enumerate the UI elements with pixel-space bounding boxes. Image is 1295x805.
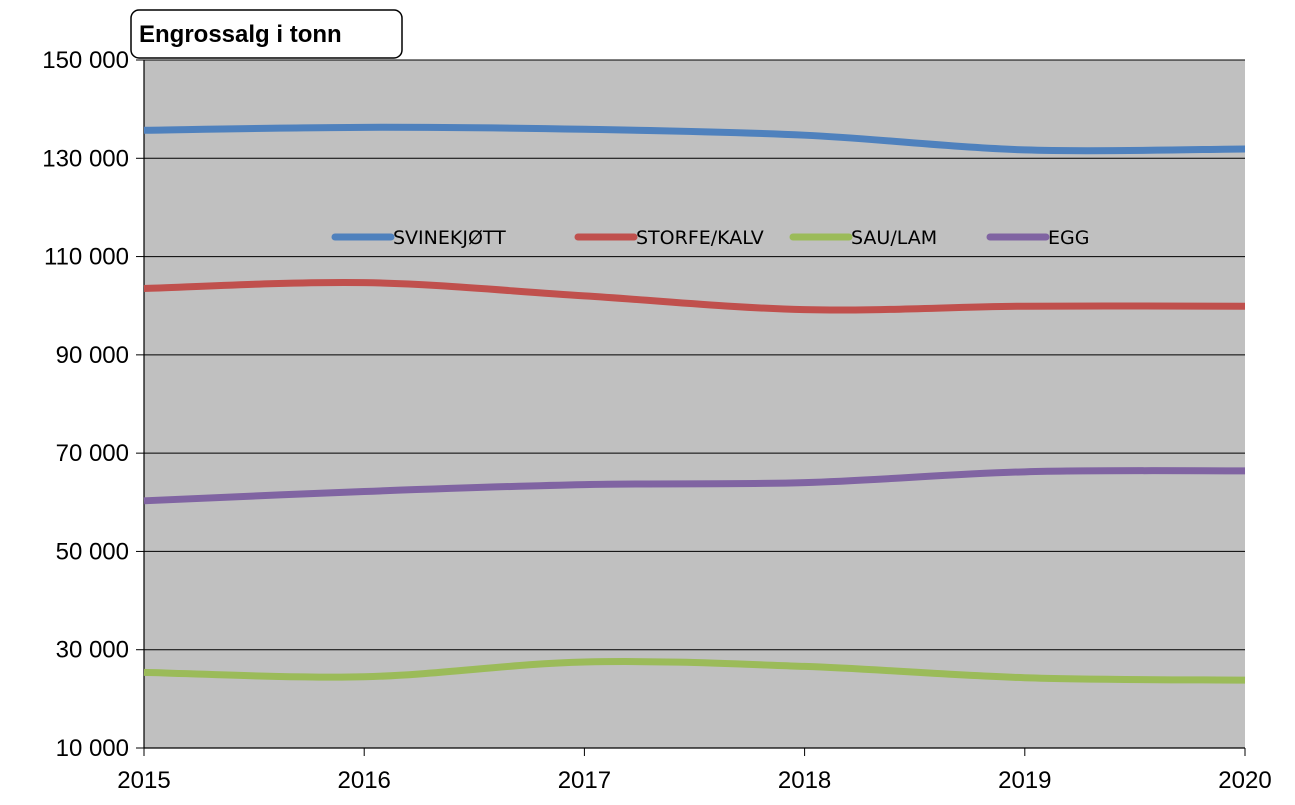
legend-label: STORFE/KALV — [636, 227, 764, 249]
x-tick-label: 2018 — [778, 767, 831, 794]
series-line-svinekjøtt — [143, 123, 1246, 155]
chart-title-box: Engrossalg i tonn — [130, 9, 403, 59]
y-tick-label: 90 000 — [56, 342, 129, 369]
legend-label: EGG — [1048, 227, 1089, 249]
y-tick-label: 50 000 — [56, 538, 129, 565]
series-lines — [143, 123, 1246, 684]
x-tick-label: 2016 — [338, 767, 391, 794]
y-tick-label: 150 000 — [42, 47, 129, 74]
y-tick-label: 30 000 — [56, 637, 129, 664]
legend-label: SAU/LAM — [851, 227, 937, 249]
x-tick-label: 2020 — [1218, 767, 1271, 794]
y-tick-label: 110 000 — [44, 244, 129, 271]
axes: 10 000 30 000 50 000 70 000 90 000 110 000 130… — [42, 47, 1271, 794]
y-tick-label: 70 000 — [56, 440, 129, 467]
y-tick-label: 130 000 — [42, 145, 129, 172]
series-line-egg — [143, 467, 1246, 505]
x-tick-label: 2015 — [117, 767, 170, 794]
x-tick-label: 2017 — [558, 767, 611, 794]
x-tick-label: 2019 — [998, 767, 1051, 794]
series-line-storfe-kalv — [143, 278, 1246, 314]
legend-label: SVINEKJØTT — [393, 227, 506, 249]
y-tick-label: 10 000 — [56, 735, 129, 762]
series-line-sau-lam — [143, 658, 1246, 684]
gridlines — [144, 59, 1245, 651]
legend: SVINEKJØTT STORFE/KALV SAU/LAM EGG — [331, 227, 1089, 249]
plot-area — [144, 60, 1245, 748]
chart-title: Engrossalg i tonn — [139, 21, 342, 48]
